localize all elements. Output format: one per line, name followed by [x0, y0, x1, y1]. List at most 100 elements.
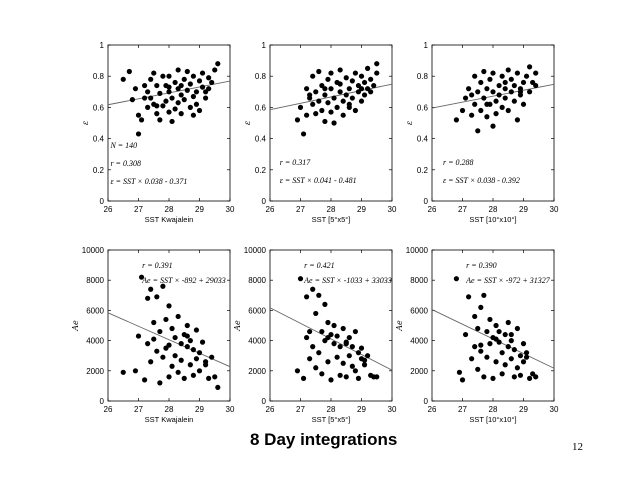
x-tick-label: 26	[266, 205, 275, 214]
data-point	[514, 70, 521, 76]
data-point	[334, 104, 340, 110]
data-point	[331, 95, 337, 101]
data-point	[349, 78, 355, 84]
data-point	[300, 375, 307, 381]
data-point	[533, 82, 539, 89]
x-tick-label: 27	[296, 205, 305, 214]
data-point	[313, 89, 319, 95]
data-point	[166, 109, 172, 115]
y-tick-label: 0	[262, 197, 267, 206]
y-axis-label: ε	[405, 121, 414, 125]
panel-annotation: Ae = SST × -972 + 31327	[465, 276, 551, 285]
data-point	[527, 64, 533, 70]
data-point	[135, 333, 142, 339]
data-point	[490, 70, 496, 76]
data-point	[517, 89, 524, 95]
data-point	[196, 78, 203, 84]
data-point	[138, 117, 145, 123]
data-point	[319, 328, 325, 335]
x-tick-label: 29	[195, 405, 204, 414]
x-tick-label: 29	[357, 405, 366, 414]
data-point	[453, 117, 459, 123]
data-point	[520, 79, 527, 86]
data-point	[349, 363, 355, 369]
data-point	[172, 334, 178, 341]
data-point	[374, 70, 380, 76]
data-point	[184, 344, 190, 350]
data-point	[187, 338, 193, 344]
data-point	[361, 79, 368, 86]
data-point	[343, 341, 349, 347]
data-point	[325, 359, 331, 365]
data-point	[527, 375, 533, 381]
panel-annotation: ε = SST × 0.038 - 0.371	[110, 177, 187, 186]
data-point	[199, 339, 206, 345]
data-point	[484, 354, 490, 360]
data-point	[142, 95, 148, 101]
data-point	[475, 325, 481, 332]
x-tick-label: 29	[519, 405, 528, 414]
data-point	[358, 345, 365, 351]
panel-annotation: r = 0.288	[443, 158, 474, 167]
data-point	[138, 274, 145, 280]
data-point	[163, 98, 169, 104]
data-point	[120, 369, 126, 375]
data-point	[472, 73, 478, 79]
data-point	[203, 95, 209, 101]
x-tick-label: 30	[550, 205, 559, 214]
x-tick-label: 27	[458, 205, 467, 214]
panel-annotation: ε = SST × 0.041 - 0.481	[280, 176, 357, 185]
data-point	[331, 120, 337, 126]
data-point	[349, 344, 355, 350]
data-point	[481, 95, 487, 101]
data-point	[374, 61, 380, 67]
regression-line	[431, 83, 555, 109]
data-point	[187, 104, 193, 110]
data-point	[520, 359, 527, 365]
data-point	[365, 353, 371, 359]
data-point	[484, 114, 490, 120]
data-point	[508, 356, 514, 362]
data-point	[297, 276, 304, 282]
data-point	[178, 357, 184, 363]
x-tick-label: 28	[489, 405, 498, 414]
regression-line	[269, 307, 393, 371]
data-point	[337, 67, 343, 73]
data-point	[129, 97, 135, 103]
data-point	[316, 350, 322, 356]
data-point	[469, 112, 475, 118]
data-point	[132, 368, 139, 374]
data-point	[475, 366, 481, 372]
data-point	[184, 333, 190, 339]
data-point	[493, 336, 499, 342]
data-point	[490, 375, 496, 381]
y-tick-label: 2000	[86, 367, 104, 376]
y-tick-label: 0	[424, 397, 429, 406]
data-point	[511, 374, 517, 380]
data-point	[154, 294, 160, 300]
x-axis-label: SST Kwajalein	[145, 215, 194, 224]
data-point	[502, 79, 508, 86]
data-point	[511, 82, 517, 89]
data-point	[496, 82, 502, 89]
data-point	[187, 81, 193, 87]
data-point	[166, 89, 172, 95]
scatter-panel-2: 26 27 28 29 30 0 0.2 0.4 0.6 0.8 1 SST [5°x5°] ε r = …	[243, 41, 397, 224]
data-point	[466, 294, 472, 300]
data-point	[142, 82, 148, 89]
data-point	[361, 92, 368, 98]
data-point	[493, 98, 499, 104]
data-point	[368, 76, 374, 82]
data-point	[157, 380, 163, 386]
data-point	[313, 365, 319, 371]
data-point	[346, 86, 352, 92]
y-tick-label: 8000	[248, 276, 266, 285]
data-point	[478, 79, 484, 86]
panel-annotation: r = 0.421	[304, 261, 335, 270]
data-point	[316, 68, 322, 75]
data-point	[487, 76, 493, 82]
scatter-panel-3: 26 27 28 29 30 0 0.2 0.4 0.6 0.8 1 SST [10°x10°] ε r …	[405, 41, 559, 224]
data-point	[154, 348, 160, 354]
regression-line	[269, 83, 393, 111]
data-point	[355, 350, 362, 356]
